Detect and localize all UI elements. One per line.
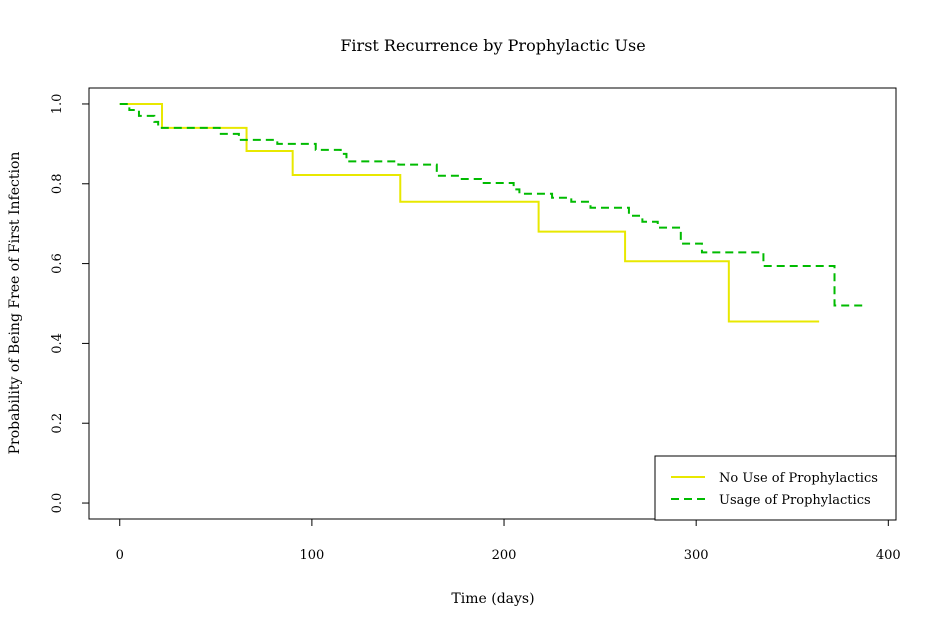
y-tick-label: 0.0 (50, 493, 65, 514)
y-axis: 0.0 0.2 0.4 0.6 0.8 1.0 (50, 94, 90, 514)
x-tick-label: 100 (299, 548, 324, 563)
x-tick-label: 400 (876, 548, 901, 563)
legend: No Use of Prophylactics Usage of Prophyl… (654, 455, 897, 521)
x-tick-label: 200 (492, 548, 517, 563)
y-tick-label: 1.0 (50, 94, 65, 115)
legend-label-no-use: No Use of Prophylactics (719, 471, 878, 486)
series-line-1 (119, 102, 866, 307)
x-tick-label: 0 (116, 548, 124, 563)
chart-title: First Recurrence by Prophylactic Use (340, 36, 645, 55)
y-axis-label: Probability of Being Free of First Infec… (7, 152, 23, 455)
x-axis-label: Time (days) (451, 591, 534, 607)
x-tick-label: 300 (684, 548, 709, 563)
legend-box (654, 455, 897, 521)
series-layer (119, 102, 866, 323)
legend-label-usage: Usage of Prophylactics (719, 493, 871, 508)
y-tick-label: 0.8 (50, 173, 65, 194)
y-tick-label: 0.4 (50, 333, 65, 354)
y-tick-label: 0.6 (50, 253, 65, 274)
y-tick-label: 0.2 (50, 413, 65, 434)
